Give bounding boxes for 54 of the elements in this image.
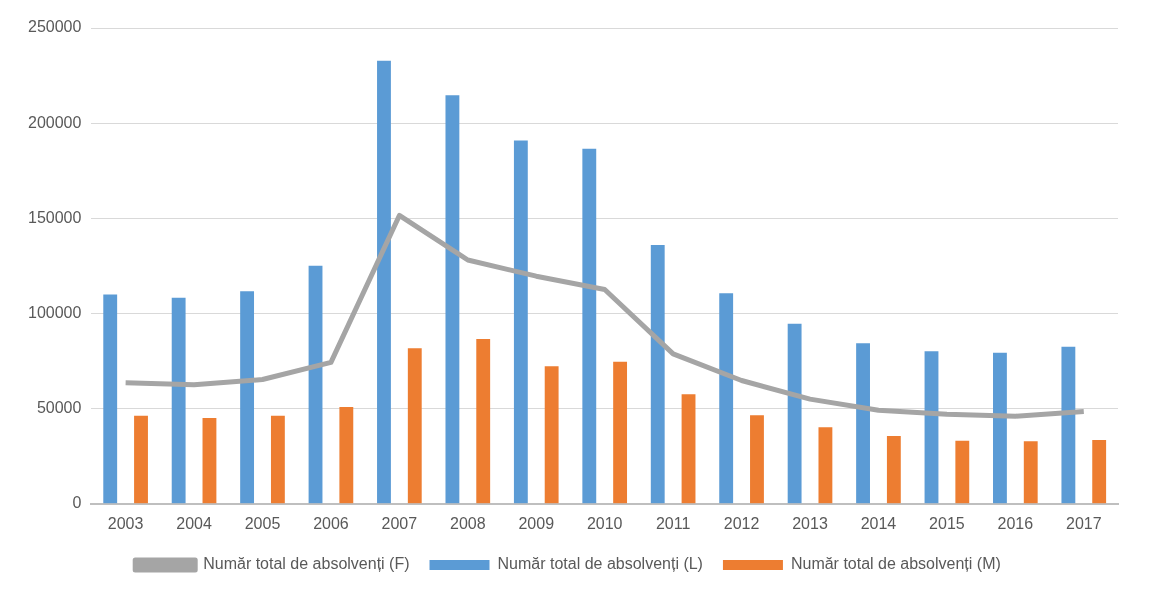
- x-tick-label: 2017: [1065, 514, 1102, 532]
- x-tick-label: 2009: [518, 514, 555, 532]
- bar: [681, 394, 696, 504]
- bar: [650, 244, 665, 504]
- bar: [103, 294, 118, 504]
- bar: [476, 338, 491, 504]
- bar: [171, 297, 186, 504]
- bar: [270, 415, 285, 504]
- bar: [818, 427, 833, 504]
- y-tick-label: 200000: [28, 113, 82, 131]
- y-tick-label: 150000: [28, 208, 82, 226]
- bar: [719, 293, 734, 504]
- bar: [407, 348, 422, 504]
- bar: [886, 436, 901, 504]
- bar: [1061, 346, 1076, 504]
- bar: [134, 415, 148, 504]
- x-tick-label: 2005: [244, 514, 281, 532]
- bar: [513, 140, 528, 504]
- legend-label: Număr total de absolvenți (L): [497, 555, 703, 573]
- x-tick-label: 2010: [586, 514, 623, 532]
- bar: [787, 323, 802, 504]
- y-tick-label: 100000: [28, 303, 82, 321]
- x-tick-label: 2003: [107, 514, 144, 532]
- bar: [544, 366, 559, 504]
- bar: [377, 60, 391, 504]
- bar: [445, 95, 460, 504]
- x-tick-label: 2004: [176, 514, 212, 532]
- legend-label: Număr total de absolvenți (M): [790, 555, 1001, 573]
- y-tick-label: 0: [72, 494, 82, 512]
- x-tick-label: 2011: [655, 514, 691, 532]
- bar: [993, 352, 1007, 504]
- bar: [1023, 441, 1038, 504]
- bar: [924, 351, 939, 504]
- bar: [339, 406, 354, 504]
- x-tick-label: 2008: [450, 514, 486, 532]
- y-tick-label: 50000: [36, 399, 82, 417]
- legend-label: Număr total de absolvenți (F): [203, 555, 410, 573]
- bar: [856, 343, 870, 504]
- y-tick-label: 250000: [28, 18, 82, 36]
- x-tick-label: 2014: [860, 514, 897, 532]
- x-tick-label: 2007: [381, 514, 418, 532]
- bar: [240, 291, 255, 504]
- bar: [955, 440, 970, 504]
- bar: [202, 417, 217, 504]
- bar: [1092, 440, 1107, 504]
- x-tick-label: 2012: [723, 514, 760, 532]
- x-tick-label: 2006: [313, 514, 349, 532]
- bar: [750, 415, 764, 504]
- bar: [308, 265, 323, 504]
- bar: [613, 361, 628, 504]
- bar: [582, 148, 597, 504]
- x-tick-label: 2015: [929, 514, 965, 532]
- x-tick-label: 2016: [997, 514, 1034, 532]
- x-tick-label: 2013: [792, 514, 828, 532]
